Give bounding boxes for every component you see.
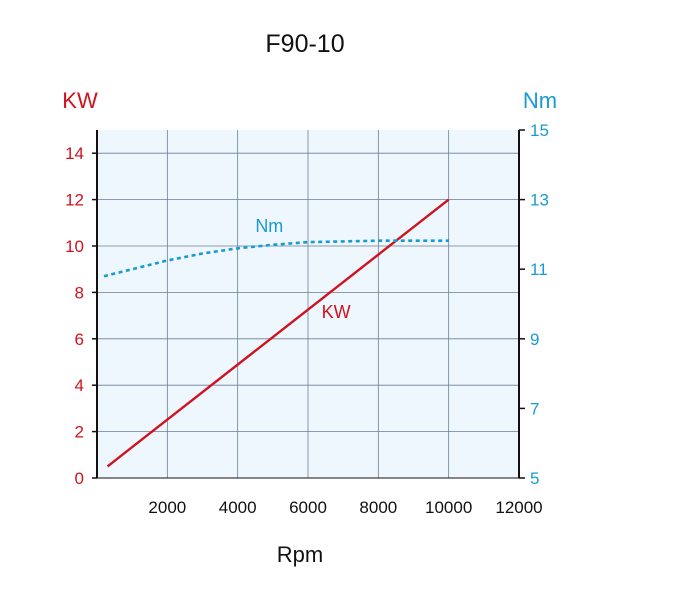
right-tick-label: 15 — [530, 121, 549, 140]
series-label-kw: KW — [322, 302, 351, 322]
x-tick-label: 6000 — [289, 498, 327, 517]
series-line-nm — [103, 239, 449, 278]
left-tick-label: 6 — [75, 330, 84, 349]
chart-title: F90-10 — [265, 30, 344, 58]
left-tick-label: 2 — [75, 423, 84, 442]
right-tick-label: 13 — [530, 191, 549, 210]
right-tick-label: 11 — [530, 260, 548, 279]
left-tick-label: 14 — [65, 144, 84, 163]
left-tick-label: 12 — [65, 191, 84, 210]
right-axis-unit: Nm — [523, 88, 557, 113]
x-tick-label: 8000 — [359, 498, 397, 517]
axes — [92, 129, 525, 479]
x-tick-label: 12000 — [495, 498, 542, 517]
series-line-kw — [106, 198, 450, 468]
series-layer — [103, 198, 450, 468]
right-tick-label: 5 — [530, 469, 539, 488]
left-tick-label: 10 — [65, 237, 84, 256]
left-axis-unit: KW — [62, 88, 98, 113]
x-tick-label: 4000 — [219, 498, 257, 517]
left-tick-label: 0 — [75, 469, 84, 488]
left-tick-label: 8 — [75, 283, 84, 302]
left-tick-label: 4 — [75, 376, 84, 395]
x-tick-label: 2000 — [148, 498, 186, 517]
x-axis-label: Rpm — [277, 542, 323, 567]
x-tick-label: 10000 — [425, 498, 472, 517]
series-label-nm: Nm — [255, 216, 283, 236]
right-tick-label: 9 — [530, 330, 539, 349]
right-tick-label: 7 — [530, 399, 539, 418]
series-label-nm-bg — [247, 214, 292, 237]
labels: 2000 4000 6000 8000 10000 12000 0 2 4 6 8 10 12 14 5 7 9… — [65, 121, 549, 517]
